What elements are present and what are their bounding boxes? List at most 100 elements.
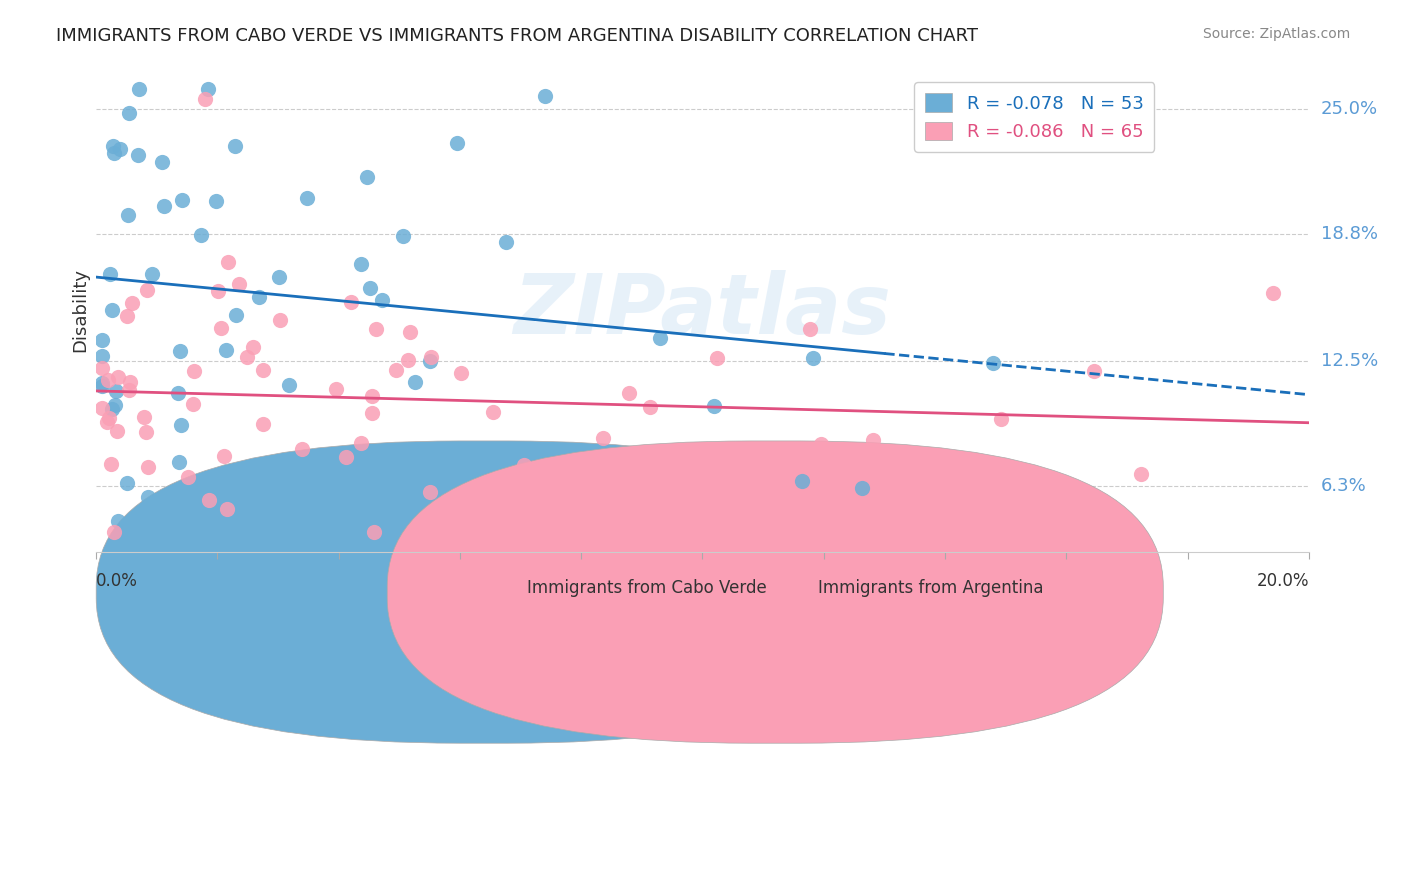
Point [166,385,188,400]
Point [197,82,219,96]
Point [291,442,314,456]
Point [107,370,129,384]
Point [648,331,671,345]
Point [228,277,250,292]
Point [103,145,125,160]
Text: 6.3%: 6.3% [1320,476,1367,495]
Point [128,81,150,95]
Point [176,470,198,484]
Point [371,293,394,308]
Point [91,401,114,416]
Point [799,322,821,336]
Text: 18.8%: 18.8% [1320,225,1378,243]
Y-axis label: Disability: Disability [72,268,89,352]
Point [269,269,291,284]
Point [236,350,259,364]
Point [136,491,159,505]
Text: Immigrants from Argentina: Immigrants from Argentina [818,580,1043,598]
Point [278,377,301,392]
Point [121,296,143,310]
Point [851,481,873,495]
Point [363,524,385,539]
Point [167,454,190,468]
Text: 12.5%: 12.5% [1320,351,1378,369]
Point [224,139,246,153]
Point [117,476,139,491]
Point [295,190,318,204]
Point [359,281,381,295]
Point [100,303,122,318]
Point [118,106,141,120]
Point [150,154,173,169]
Point [534,88,557,103]
FancyBboxPatch shape [96,441,872,743]
Point [810,436,832,450]
Point [98,410,121,425]
Point [96,415,118,429]
Point [385,363,408,377]
Point [638,400,661,414]
Text: 20.0%: 20.0% [1257,572,1309,590]
Point [486,481,509,495]
Point [214,343,236,357]
Point [103,139,125,153]
Point [702,400,724,414]
Point [215,501,238,516]
Point [194,92,217,106]
Point [361,406,384,420]
Point [118,375,141,389]
Point [169,343,191,358]
Point [495,235,517,249]
Point [198,493,221,508]
Point [115,309,138,323]
Point [396,353,419,368]
Point [361,388,384,402]
Point [364,322,387,336]
Point [1129,467,1152,482]
Point [100,402,122,417]
Text: Immigrants from Cabo Verde: Immigrants from Cabo Verde [527,580,766,598]
Point [350,436,373,450]
Point [325,382,347,396]
Point [450,366,472,380]
Legend: R = -0.078   N = 53, R = -0.086   N = 65: R = -0.078 N = 53, R = -0.086 N = 65 [914,82,1154,152]
Text: IMMIGRANTS FROM CABO VERDE VS IMMIGRANTS FROM ARGENTINA DISABILITY CORRELATION C: IMMIGRANTS FROM CABO VERDE VS IMMIGRANTS… [56,27,979,45]
Point [482,404,505,418]
Point [170,417,193,432]
Point [1083,364,1105,378]
Point [349,257,371,271]
Point [117,208,139,222]
Point [103,524,125,539]
Point [110,142,132,156]
Point [242,340,264,354]
Point [105,384,128,398]
Point [1261,286,1284,301]
Point [419,350,441,364]
Point [981,356,1004,370]
Point [398,325,420,339]
Point [339,294,361,309]
Point [522,508,544,522]
Point [446,136,468,151]
Point [335,450,357,464]
Point [862,434,884,448]
Point [801,351,824,366]
Point [592,432,614,446]
Point [247,290,270,304]
Point [118,383,141,397]
Point [91,360,114,375]
Point [135,284,157,298]
Point [252,417,274,431]
Point [512,458,534,472]
Point [107,424,129,438]
Point [91,376,114,390]
Point [217,255,239,269]
Point [141,267,163,281]
Point [97,373,120,387]
Point [706,351,728,366]
Text: 0.0%: 0.0% [96,572,138,590]
Point [678,524,700,539]
Point [181,397,204,411]
Point [91,378,114,392]
Point [391,228,413,243]
